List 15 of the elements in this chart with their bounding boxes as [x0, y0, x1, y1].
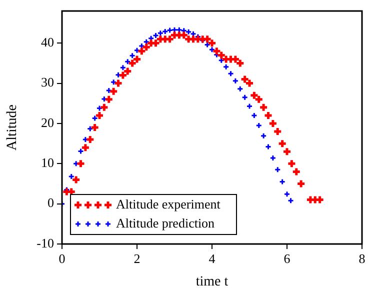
x-tick-label: 2 — [134, 251, 140, 266]
y-tick-label: 30 — [41, 74, 54, 90]
x-tick-label: 6 — [284, 251, 291, 266]
x-tick-label: 4 — [208, 251, 216, 266]
legend-label: Altitude prediction — [116, 215, 216, 230]
x-tick-label: 8 — [358, 251, 366, 266]
y-tick-label: 0 — [48, 195, 54, 210]
legend-label: Altitude experiment — [116, 196, 221, 212]
y-tick-label: 40 — [41, 34, 54, 50]
x-tick-label: 0 — [58, 251, 66, 266]
x-axis-title: time t — [196, 274, 228, 290]
y-tick-label: 10 — [41, 155, 54, 170]
y-tick-label: -10 — [36, 235, 54, 250]
y-tick-label: 20 — [41, 114, 54, 130]
y-axis-title: Altitude — [5, 104, 20, 150]
